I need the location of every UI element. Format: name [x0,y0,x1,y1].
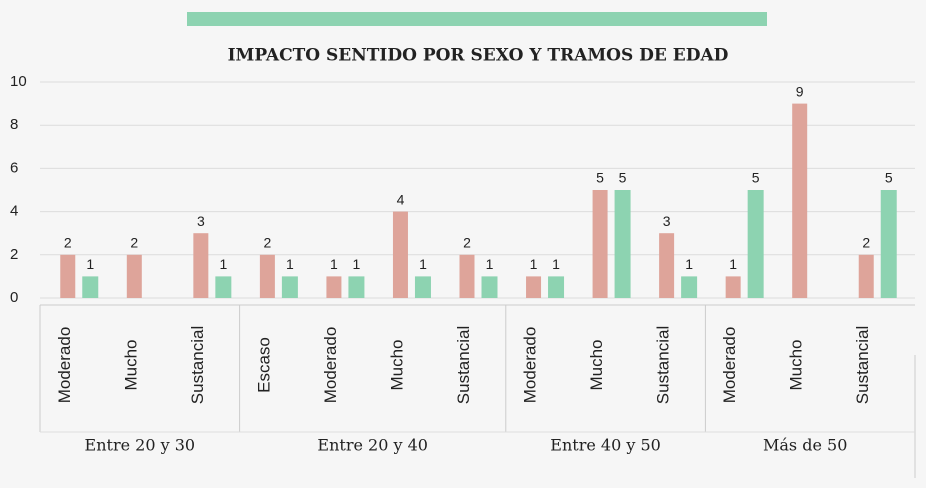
y-tick-label: 6 [10,159,18,176]
bar [126,254,142,298]
data-label: 1 [419,256,427,272]
x-tick-label: Sustancial [454,326,473,404]
data-label: 1 [552,256,560,272]
bar [792,103,808,298]
y-tick-label: 4 [10,203,18,220]
bar [459,254,475,298]
data-label: 2 [263,235,271,251]
x-tick-label: Mucho [387,339,406,390]
data-label: 1 [286,256,294,272]
data-label: 9 [796,83,804,99]
bar [259,254,275,298]
bar [392,211,408,298]
x-tick-label: Sustancial [853,326,872,404]
bar [481,276,498,298]
bar [348,276,365,298]
bar [725,276,741,298]
data-label: 2 [463,235,471,251]
data-label: 1 [86,256,94,272]
bar [60,254,76,298]
data-label: 1 [486,256,494,272]
data-label: 1 [219,256,227,272]
x-tick-label: Mucho [121,339,140,390]
data-label: 2 [64,235,72,251]
group-label: Entre 40 y 50 [550,436,661,455]
group-label: Entre 20 y 40 [317,436,428,455]
data-label: 3 [663,213,671,229]
y-tick-label: 0 [10,289,18,306]
bar [858,254,874,298]
data-label: 3 [197,213,205,229]
bar [659,233,675,298]
data-label: 1 [729,256,737,272]
header-bar [187,12,767,26]
data-label: 4 [397,191,405,207]
data-label: 2 [130,235,138,251]
bar [281,276,298,298]
bar [592,190,608,298]
x-tick-label: Sustancial [654,326,673,404]
x-tick-label: Moderado [321,327,340,404]
bar [880,190,897,298]
x-tick-label: Mucho [587,339,606,390]
data-label: 2 [862,235,870,251]
bar [614,190,631,298]
y-tick-label: 10 [10,73,27,90]
x-tick-label: Moderado [521,327,540,404]
data-label: 1 [685,256,693,272]
bar [681,276,698,298]
x-tick-label: Moderado [55,327,74,404]
group-label: Entre 20 y 30 [85,436,196,455]
x-tick-label: Escaso [254,337,273,393]
data-label: 5 [752,170,760,186]
bar [548,276,565,298]
bar [326,276,342,298]
data-label: 5 [619,170,627,186]
x-tick-label: Sustancial [188,326,207,404]
bar [82,276,99,298]
data-label: 5 [885,170,893,186]
data-label: 1 [330,256,338,272]
group-label: Más de 50 [763,436,847,455]
x-tick-label: Mucho [787,339,806,390]
data-label: 5 [596,170,604,186]
bar [215,276,232,298]
x-tick-label: Moderado [720,327,739,404]
bar [747,190,764,298]
y-tick-label: 8 [10,116,18,133]
chart-title: IMPACTO SENTIDO POR SEXO Y TRAMOS DE EDA… [228,46,729,66]
bar [193,233,209,298]
bar [414,276,431,298]
y-tick-label: 2 [10,246,18,263]
bar [526,276,542,298]
data-label: 1 [530,256,538,272]
data-label: 1 [353,256,361,272]
